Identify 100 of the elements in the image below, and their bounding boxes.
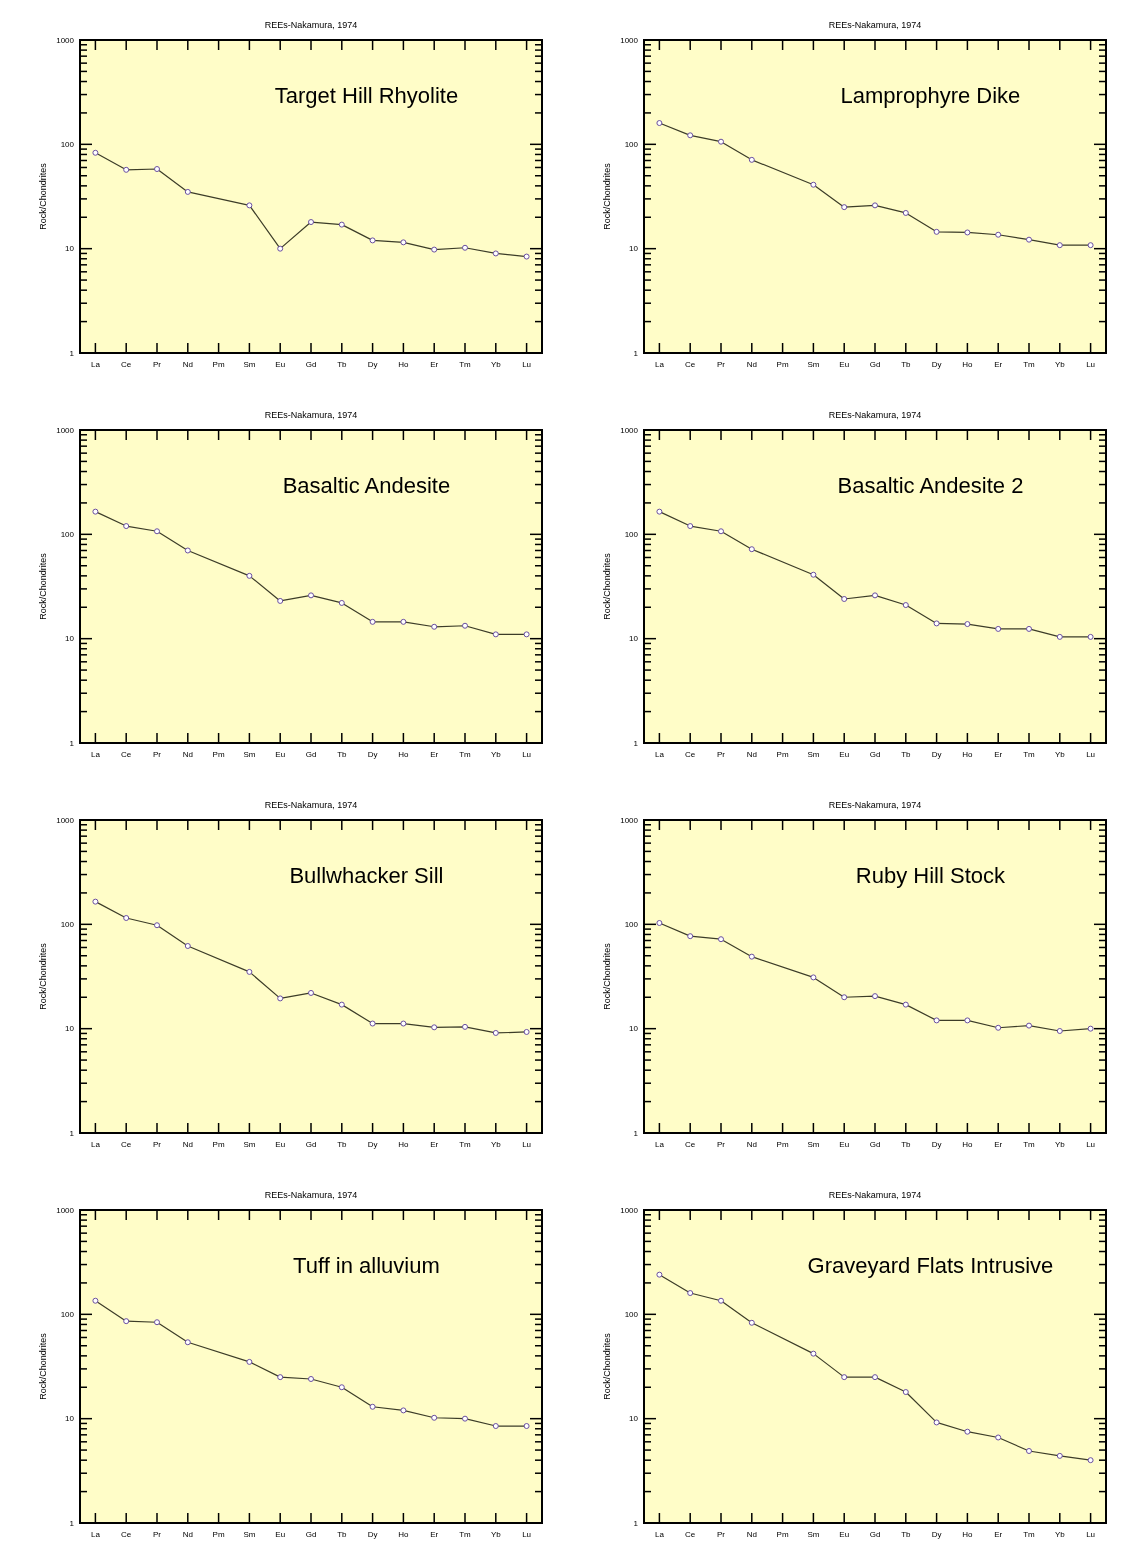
x-tick-label: Nd bbox=[746, 750, 757, 759]
x-tick-label: Ce bbox=[121, 1530, 132, 1539]
x-tick-label: Tm bbox=[1023, 1530, 1036, 1539]
x-tick-label: Lu bbox=[522, 1140, 532, 1149]
y-tick-label: 1000 bbox=[56, 35, 75, 45]
y-tick-label: 1 bbox=[69, 348, 75, 358]
x-tick-label: Pr bbox=[153, 360, 162, 369]
x-tick-label: Tm bbox=[1023, 750, 1036, 759]
y-axis-title: Rock/Chondrites bbox=[602, 162, 612, 230]
x-tick-label: Ho bbox=[962, 750, 974, 759]
x-tick-label: Nd bbox=[182, 1530, 193, 1539]
x-tick-label: Pr bbox=[717, 750, 726, 759]
y-tick-label: 100 bbox=[60, 530, 75, 540]
x-tick-label: Tm bbox=[459, 750, 472, 759]
x-tick-label: Ce bbox=[685, 750, 696, 759]
y-tick-label: 1 bbox=[69, 1518, 75, 1528]
x-tick-label: Ce bbox=[121, 360, 132, 369]
x-tick-label: Tb bbox=[337, 1140, 348, 1149]
x-tick-label: Lu bbox=[1086, 360, 1096, 369]
x-tick-label: Sm bbox=[807, 750, 820, 759]
y-tick-label: 1 bbox=[633, 348, 639, 358]
x-tick-label: Yb bbox=[490, 1140, 502, 1149]
chart-title: REEs-Nakamura, 1974 bbox=[828, 20, 922, 30]
x-tick-label: Yb bbox=[1054, 1530, 1066, 1539]
y-axis-title: Rock/Chondrites bbox=[602, 1332, 612, 1400]
chart-title: REEs-Nakamura, 1974 bbox=[264, 1190, 358, 1200]
y-tick-label: 100 bbox=[60, 920, 75, 930]
x-tick-label: Nd bbox=[182, 1140, 193, 1149]
x-tick-label: Er bbox=[430, 360, 439, 369]
x-tick-label: Lu bbox=[1086, 750, 1096, 759]
x-tick-label: Pr bbox=[153, 1140, 162, 1149]
y-tick-label: 1000 bbox=[620, 35, 639, 45]
x-tick-label: Er bbox=[994, 750, 1003, 759]
y-tick-label: 1000 bbox=[56, 815, 75, 825]
x-tick-label: Lu bbox=[522, 750, 532, 759]
x-tick-label: Tm bbox=[459, 1140, 472, 1149]
x-tick-label: Nd bbox=[746, 360, 757, 369]
x-tick-label: La bbox=[90, 1140, 101, 1149]
y-tick-label: 100 bbox=[624, 1310, 639, 1320]
y-tick-label: 1 bbox=[69, 1128, 75, 1138]
x-tick-label: Er bbox=[430, 750, 439, 759]
chart-title: REEs-Nakamura, 1974 bbox=[264, 800, 358, 810]
x-tick-label: Sm bbox=[807, 360, 820, 369]
x-tick-label: Ce bbox=[685, 360, 696, 369]
x-tick-label: Ce bbox=[685, 1530, 696, 1539]
annotation: Lamprophyre Dike bbox=[840, 82, 1021, 108]
y-tick-label: 100 bbox=[624, 140, 639, 150]
x-tick-label: Ce bbox=[121, 750, 132, 759]
x-tick-label: Ho bbox=[398, 1140, 410, 1149]
x-tick-label: Tb bbox=[901, 1140, 912, 1149]
x-tick-label: Sm bbox=[243, 1530, 256, 1539]
x-tick-label: Dy bbox=[931, 1140, 942, 1149]
x-tick-label: Dy bbox=[367, 1140, 378, 1149]
x-tick-label: Er bbox=[430, 1530, 439, 1539]
x-tick-label: Gd bbox=[305, 1140, 317, 1149]
y-axis-title: Rock/Chondrites bbox=[38, 942, 48, 1010]
x-tick-label: Dy bbox=[367, 750, 378, 759]
y-tick-label: 10 bbox=[629, 634, 639, 644]
y-tick-label: 10 bbox=[65, 1024, 75, 1034]
x-tick-label: Eu bbox=[275, 360, 286, 369]
x-tick-label: Eu bbox=[839, 750, 850, 759]
annotation: Ruby Hill Stock bbox=[855, 862, 1007, 888]
x-tick-label: Pr bbox=[717, 360, 726, 369]
y-tick-label: 10 bbox=[65, 244, 75, 254]
x-tick-label: Nd bbox=[182, 750, 193, 759]
x-tick-label: Pr bbox=[153, 1530, 162, 1539]
x-tick-label: Sm bbox=[807, 1530, 820, 1539]
x-tick-label: Yb bbox=[490, 750, 502, 759]
y-tick-label: 1 bbox=[633, 1128, 639, 1138]
y-tick-label: 100 bbox=[60, 1310, 75, 1320]
x-tick-label: Gd bbox=[869, 360, 881, 369]
y-tick-label: 10 bbox=[65, 1414, 75, 1424]
y-tick-label: 100 bbox=[624, 530, 639, 540]
x-tick-label: Lu bbox=[522, 360, 532, 369]
x-tick-label: Ho bbox=[962, 1140, 974, 1149]
y-axis-title: Rock/Chondrites bbox=[602, 942, 612, 1010]
x-tick-label: La bbox=[90, 1530, 101, 1539]
x-tick-label: Nd bbox=[182, 360, 193, 369]
annotation: Graveyard Flats Intrusive bbox=[807, 1252, 1054, 1278]
x-tick-label: Pr bbox=[153, 750, 162, 759]
y-axis-title: Rock/Chondrites bbox=[602, 552, 612, 620]
chart-title: REEs-Nakamura, 1974 bbox=[828, 410, 922, 420]
x-tick-label: Tb bbox=[337, 1530, 348, 1539]
x-tick-label: Nd bbox=[746, 1140, 757, 1149]
x-tick-label: Pm bbox=[776, 360, 789, 369]
x-tick-label: Eu bbox=[839, 360, 850, 369]
x-tick-label: Eu bbox=[275, 1530, 286, 1539]
x-tick-label: Sm bbox=[243, 360, 256, 369]
x-tick-label: Eu bbox=[275, 750, 286, 759]
chart-title: REEs-Nakamura, 1974 bbox=[828, 1190, 922, 1200]
y-tick-label: 1 bbox=[633, 1518, 639, 1528]
x-tick-label: La bbox=[90, 360, 101, 369]
x-tick-label: Eu bbox=[839, 1140, 850, 1149]
y-tick-label: 1000 bbox=[56, 1205, 75, 1215]
x-tick-label: Ho bbox=[398, 1530, 410, 1539]
x-tick-label: Tb bbox=[901, 750, 912, 759]
y-tick-label: 100 bbox=[60, 140, 75, 150]
x-tick-label: Lu bbox=[522, 1530, 532, 1539]
x-tick-label: Ho bbox=[962, 1530, 974, 1539]
x-tick-label: Tm bbox=[459, 1530, 472, 1539]
